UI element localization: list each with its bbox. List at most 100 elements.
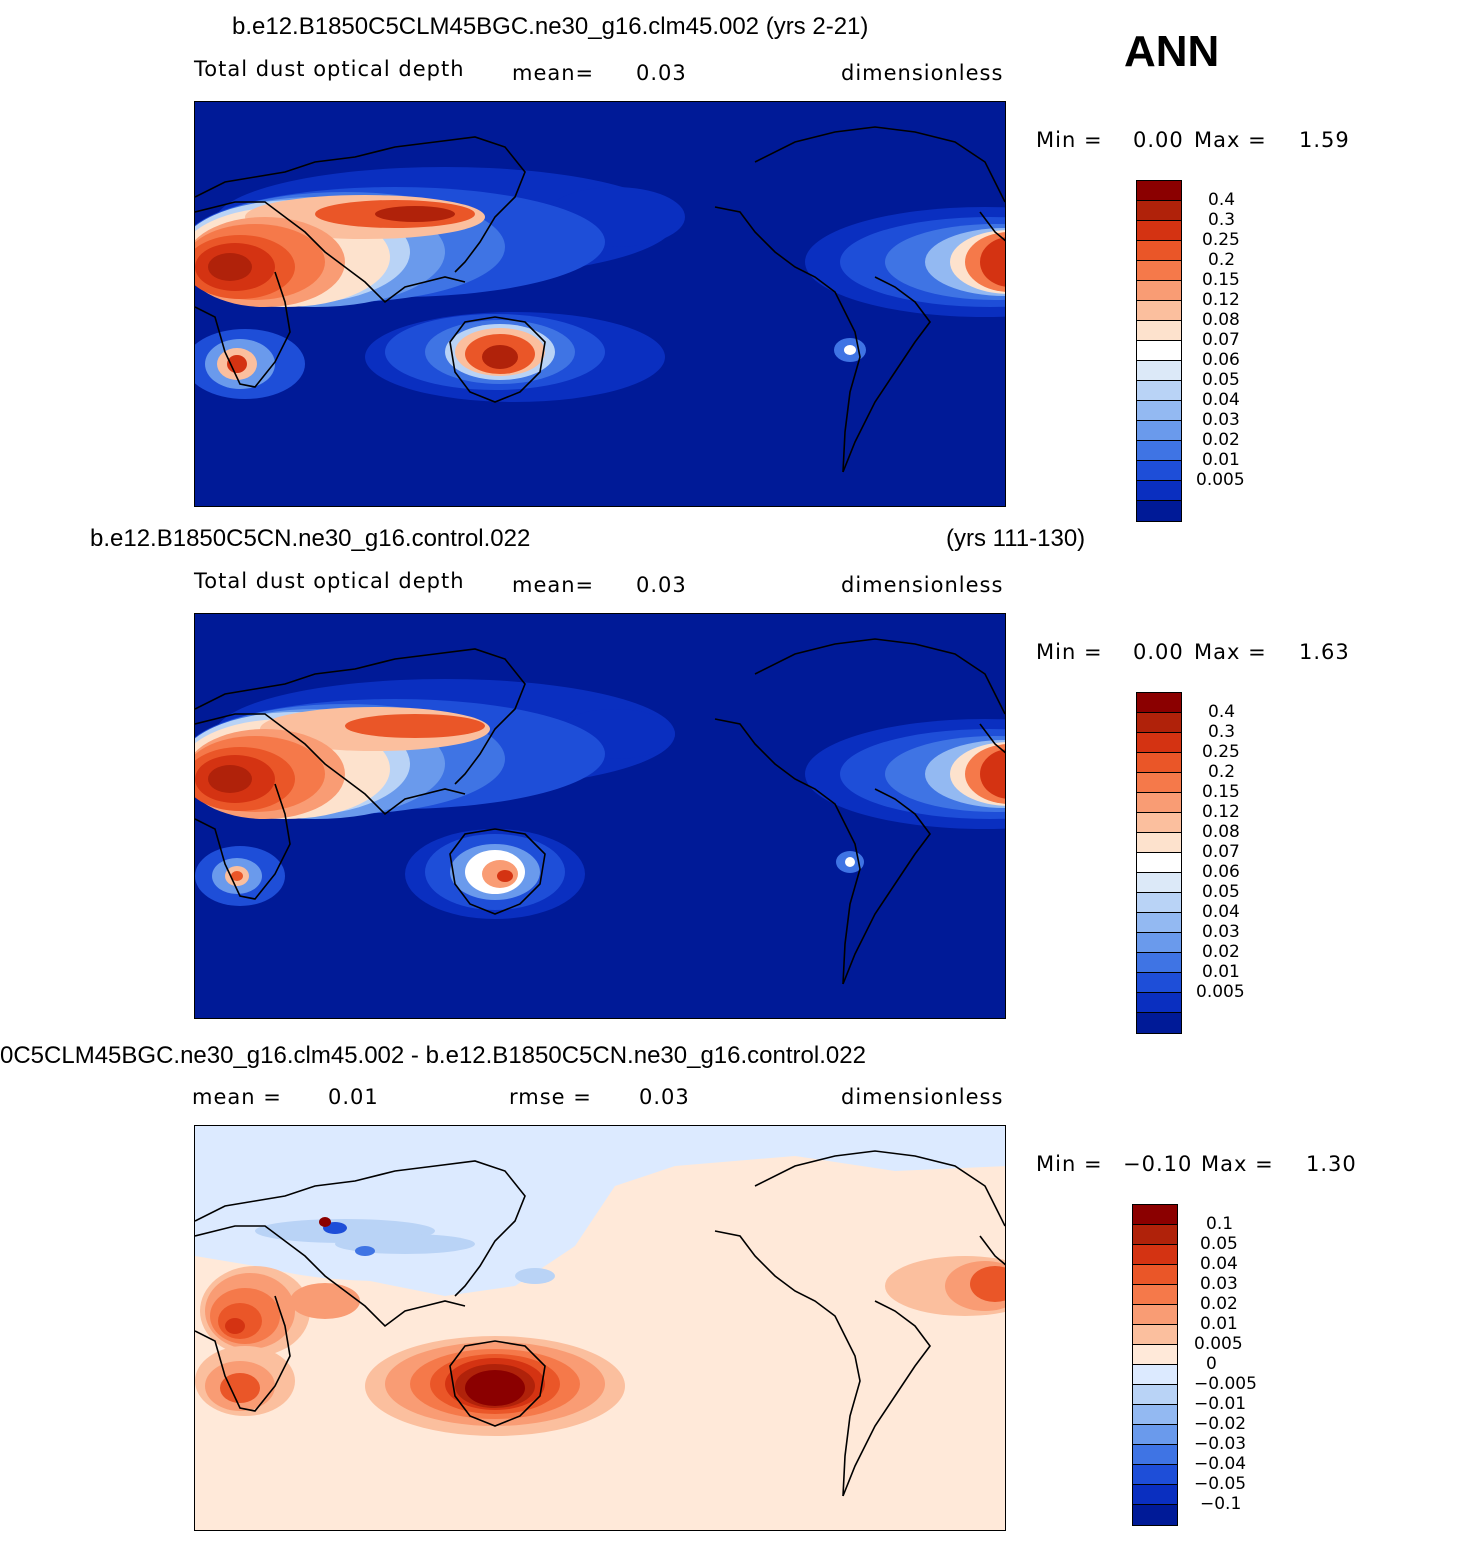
- colorbar-box: [1137, 381, 1181, 401]
- colorbar-box: [1137, 773, 1181, 793]
- colorbar-box: [1133, 1445, 1177, 1465]
- colorbar-label: 0.04: [1202, 390, 1240, 410]
- panel1-mean-value: 0.03: [636, 61, 687, 85]
- panel2-max-value: 1.63: [1299, 640, 1350, 664]
- panel1-case-title: b.e12.B1850C5CLM45BGC.ne30_g16.clm45.002…: [232, 13, 869, 40]
- colorbar-label: −0.05: [1194, 1474, 1247, 1494]
- colorbar-box: [1137, 241, 1181, 261]
- panel2-mean-value: 0.03: [636, 573, 687, 597]
- colorbar-box: [1137, 953, 1181, 973]
- panel1-min-value: 0.00: [1133, 128, 1184, 152]
- colorbar-label: −0.01: [1194, 1394, 1247, 1414]
- colorbar-label: 0.25: [1202, 742, 1240, 762]
- colorbar-box: [1137, 973, 1181, 993]
- colorbar-box: [1137, 873, 1181, 893]
- colorbar-label: 0: [1206, 1354, 1217, 1374]
- panel2-variable: Total dust optical depth: [194, 569, 465, 593]
- panel2-map: [194, 613, 1006, 1019]
- colorbar-box: [1137, 441, 1181, 461]
- colorbar-box: [1133, 1385, 1177, 1405]
- colorbar-box: [1137, 813, 1181, 833]
- panel1-units: dimensionless: [841, 61, 1004, 85]
- panel1-variable: Total dust optical depth: [194, 57, 465, 81]
- colorbar-box: [1137, 933, 1181, 953]
- colorbar-label: 0.02: [1202, 942, 1240, 962]
- colorbar-label: 0.15: [1202, 270, 1240, 290]
- colorbar-label: −0.02: [1194, 1414, 1247, 1434]
- colorbar-box: [1137, 501, 1181, 521]
- colorbar-box: [1137, 993, 1181, 1013]
- colorbar-label: 0.01: [1202, 450, 1240, 470]
- panel1-map: [194, 101, 1006, 507]
- colorbar-label: 0.005: [1196, 982, 1245, 1002]
- colorbar-box: [1133, 1505, 1177, 1525]
- colorbar-box: [1137, 913, 1181, 933]
- panel1-max-value: 1.59: [1299, 128, 1350, 152]
- colorbar-label: 0.25: [1202, 230, 1240, 250]
- colorbar-box: [1133, 1205, 1177, 1225]
- panel3-colorbar: [1132, 1204, 1178, 1526]
- colorbar-label: 0.01: [1200, 1314, 1238, 1334]
- colorbar-label: 0.01: [1202, 962, 1240, 982]
- panel2-min-label: Min =: [1036, 640, 1103, 664]
- colorbar-label: 0.2: [1208, 250, 1236, 270]
- colorbar-label: −0.03: [1194, 1434, 1247, 1454]
- colorbar-label: 0.02: [1200, 1294, 1238, 1314]
- colorbar-label: 0.07: [1202, 330, 1240, 350]
- colorbar-box: [1137, 733, 1181, 753]
- colorbar-label: 0.12: [1202, 290, 1240, 310]
- colorbar-box: [1133, 1485, 1177, 1505]
- colorbar-label: 0.03: [1200, 1274, 1238, 1294]
- colorbar-label: −0.005: [1194, 1374, 1257, 1394]
- colorbar-label: 0.05: [1202, 882, 1240, 902]
- panel2-max-label: Max =: [1194, 640, 1267, 664]
- colorbar-box: [1133, 1345, 1177, 1365]
- colorbar-box: [1137, 341, 1181, 361]
- colorbar-box: [1133, 1425, 1177, 1445]
- colorbar-box: [1133, 1305, 1177, 1325]
- colorbar-label: 0.3: [1208, 210, 1236, 230]
- colorbar-box: [1133, 1325, 1177, 1345]
- colorbar-label: 0.2: [1208, 762, 1236, 782]
- colorbar-box: [1137, 361, 1181, 381]
- panel1-colorbar: [1136, 180, 1182, 522]
- panel1-mean-label: mean=: [512, 61, 595, 85]
- colorbar-box: [1137, 261, 1181, 281]
- panel3-max-label: Max =: [1201, 1152, 1274, 1176]
- colorbar-label: 0.3: [1208, 722, 1236, 742]
- colorbar-label: 0.05: [1200, 1234, 1238, 1254]
- colorbar-label: 0.1: [1206, 1214, 1234, 1234]
- colorbar-label: 0.08: [1202, 310, 1240, 330]
- colorbar-box: [1137, 713, 1181, 733]
- panel3-case-title: 0C5CLM45BGC.ne30_g16.clm45.002 - b.e12.B…: [0, 1042, 866, 1069]
- colorbar-box: [1137, 693, 1181, 713]
- panel3-mean-label: mean =: [192, 1085, 282, 1109]
- colorbar-label: 0.005: [1196, 470, 1245, 490]
- panel2-min-value: 0.00: [1133, 640, 1184, 664]
- colorbar-box: [1137, 181, 1181, 201]
- colorbar-box: [1137, 481, 1181, 501]
- panel3-mean-value: 0.01: [328, 1085, 379, 1109]
- panel1-min-label: Min =: [1036, 128, 1103, 152]
- colorbar-box: [1137, 321, 1181, 341]
- colorbar-box: [1133, 1245, 1177, 1265]
- colorbar-box: [1137, 793, 1181, 813]
- colorbar-label: 0.005: [1194, 1334, 1243, 1354]
- colorbar-box: [1133, 1365, 1177, 1385]
- colorbar-label: −0.1: [1200, 1494, 1242, 1514]
- colorbar-box: [1137, 401, 1181, 421]
- panel1-max-label: Max =: [1194, 128, 1267, 152]
- panel3-map: [194, 1125, 1006, 1531]
- colorbar-label: 0.07: [1202, 842, 1240, 862]
- panel3-min-value: −0.10: [1123, 1152, 1193, 1176]
- colorbar-label: 0.03: [1202, 922, 1240, 942]
- panel3-rmse-label: rmse =: [509, 1085, 592, 1109]
- colorbar-label: 0.04: [1202, 902, 1240, 922]
- colorbar-box: [1137, 1013, 1181, 1033]
- colorbar-label: 0.03: [1202, 410, 1240, 430]
- colorbar-label: 0.06: [1202, 350, 1240, 370]
- colorbar-label: 0.4: [1208, 702, 1236, 722]
- colorbar-box: [1133, 1225, 1177, 1245]
- colorbar-label: −0.04: [1194, 1454, 1247, 1474]
- colorbar-label: 0.15: [1202, 782, 1240, 802]
